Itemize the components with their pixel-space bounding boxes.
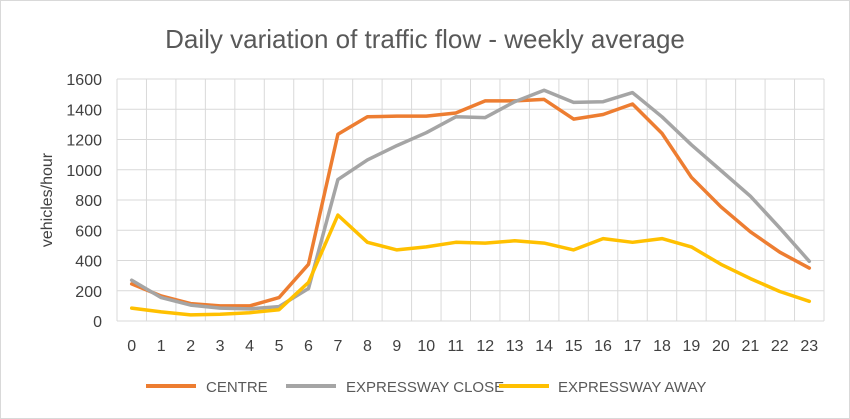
y-tick-label: 1200 <box>66 133 102 150</box>
x-tick-label: 7 <box>333 338 342 355</box>
series-line-centre <box>129 97 812 308</box>
x-tick-label: 17 <box>624 338 642 355</box>
x-tick-label: 10 <box>417 338 435 355</box>
x-tick-label: 20 <box>712 338 730 355</box>
x-tick-label: 22 <box>771 338 789 355</box>
legend-label: EXPRESSWAY CLOSE <box>346 379 504 396</box>
x-tick-label: 11 <box>447 338 464 355</box>
x-tick-label: 8 <box>363 338 372 355</box>
y-tick-label: 400 <box>75 254 102 271</box>
x-tick-label: 13 <box>506 338 524 355</box>
y-tick-label: 1600 <box>66 72 102 89</box>
legend: CENTRE EXPRESSWAY CLOSE EXPRESSWAY AWAY <box>146 379 706 396</box>
x-tick-label: 2 <box>186 338 195 355</box>
x-tick-label: 9 <box>392 338 401 355</box>
x-tick-label: 4 <box>245 338 254 355</box>
x-tick-label: 18 <box>653 338 671 355</box>
x-tick-label: 21 <box>741 338 759 355</box>
series-line-expressway-away <box>129 213 812 317</box>
legend-label: EXPRESSWAY AWAY <box>558 379 706 396</box>
x-tick-label: 16 <box>594 338 612 355</box>
y-tick-label: 800 <box>75 193 102 210</box>
x-tick-label: 23 <box>800 338 818 355</box>
y-axis-label: vehicles/hour <box>39 152 56 247</box>
x-tick-label: 6 <box>304 338 313 355</box>
series-lines <box>129 88 812 317</box>
x-tick-label: 15 <box>565 338 583 355</box>
x-tick-label: 0 <box>127 338 136 355</box>
y-tick-label: 1000 <box>66 163 102 180</box>
x-tick-label: 12 <box>476 338 494 355</box>
series-line-expressway-close <box>129 88 812 311</box>
x-tick-label: 5 <box>275 338 284 355</box>
x-tick-label: 1 <box>157 338 166 355</box>
y-tick-label: 600 <box>75 223 102 240</box>
y-tick-label: 200 <box>75 284 102 301</box>
chart-title: Daily variation of traffic flow - weekly… <box>165 24 685 54</box>
x-tick-label: 14 <box>535 338 553 355</box>
y-tick-label: 0 <box>93 314 102 331</box>
x-tick-label: 19 <box>683 338 701 355</box>
gridlines <box>116 78 825 322</box>
legend-label: CENTRE <box>206 379 268 396</box>
y-tick-label: 1400 <box>66 102 102 119</box>
x-tick-label: 3 <box>216 338 225 355</box>
